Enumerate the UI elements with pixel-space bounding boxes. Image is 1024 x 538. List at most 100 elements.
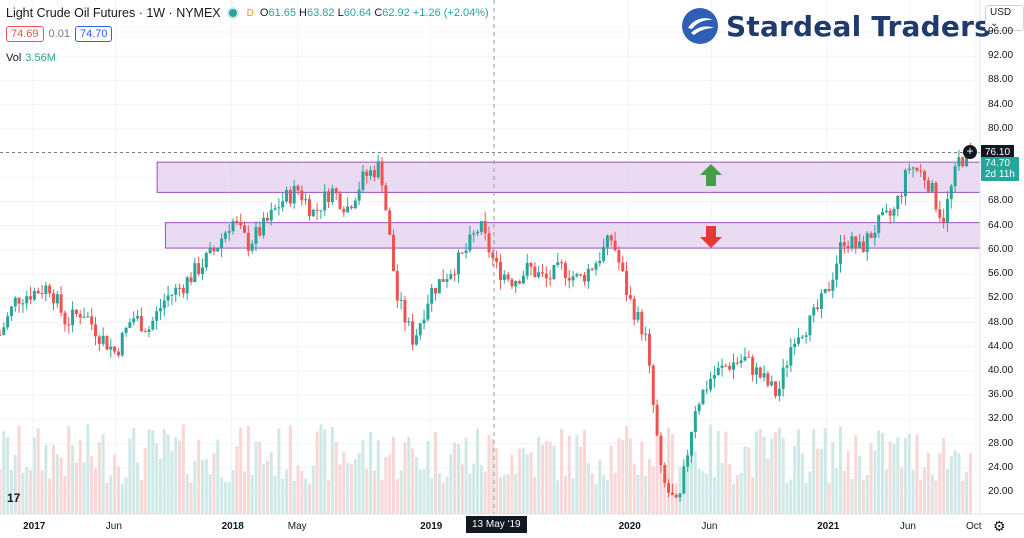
candle-body <box>296 185 300 191</box>
volume-bar <box>827 483 831 514</box>
sell-price-button[interactable]: 74.69 <box>6 26 44 42</box>
candle-body <box>136 316 140 319</box>
volume-bar <box>571 478 575 514</box>
candle-body <box>751 357 755 375</box>
candle-body <box>540 272 544 274</box>
price-axis-tick: 68.00 <box>988 195 1014 207</box>
candle-body <box>655 404 659 436</box>
resistance-zone[interactable] <box>156 161 981 193</box>
candle-body <box>827 288 831 291</box>
volume-bar <box>86 424 90 514</box>
candle-body <box>640 311 644 335</box>
volume-bar <box>147 429 151 514</box>
candle-body <box>842 242 846 247</box>
candle-body <box>903 170 907 197</box>
volume-bar <box>94 468 98 514</box>
volume-bar <box>464 437 468 514</box>
volume-bar <box>716 430 720 514</box>
candle-body <box>663 464 667 484</box>
volume-bar <box>426 440 430 514</box>
candle-body <box>605 235 609 248</box>
volume-bar <box>869 443 873 514</box>
price-axis-tick: 64.00 <box>988 219 1014 231</box>
candle-body <box>44 285 48 295</box>
plus-circle-icon[interactable]: + <box>963 145 977 159</box>
ohlc-values: O61.65 H63.82 L60.64 C62.92 +1.26 (+2.04… <box>259 7 489 19</box>
volume-bar <box>384 456 388 514</box>
candle-body <box>170 294 174 296</box>
candle-body <box>537 272 541 277</box>
volume-bar <box>418 469 422 514</box>
volume-bar <box>540 444 544 514</box>
volume-bar <box>556 480 560 514</box>
volume-bar <box>930 474 934 514</box>
high-value: 63.82 <box>307 7 335 19</box>
candle-body <box>376 161 380 178</box>
buy-price-button[interactable]: 74.70 <box>74 26 113 42</box>
candle-body <box>495 258 499 262</box>
candle-body <box>174 287 178 295</box>
volume-bar <box>644 475 648 514</box>
volume-bar <box>823 427 827 514</box>
volume-bar <box>407 436 411 514</box>
volume-bar <box>957 453 961 514</box>
volume-bar <box>281 478 285 514</box>
volume-bar <box>269 452 273 514</box>
candle-body <box>854 236 858 249</box>
candle-body <box>392 234 396 272</box>
volume-bar <box>586 462 590 514</box>
volume-bar <box>13 454 17 514</box>
candle-body <box>808 315 812 336</box>
volume-bar <box>483 471 487 514</box>
volume-bar <box>246 426 250 514</box>
candle-body <box>281 201 285 208</box>
candle-body <box>816 307 820 310</box>
candle-body <box>846 246 850 248</box>
volume-bar <box>689 454 693 514</box>
candle-body <box>90 316 94 325</box>
candle-body <box>464 250 468 253</box>
symbol-title[interactable]: Light Crude Oil Futures · 1W · NYMEX <box>6 6 221 20</box>
volume-bar <box>216 439 220 514</box>
volume-bar <box>697 468 701 514</box>
volume-bar <box>32 437 36 514</box>
candle-body <box>907 168 911 171</box>
time-axis-tick: 2018 <box>221 521 244 532</box>
candle-body <box>479 221 483 232</box>
volume-bar <box>124 477 128 514</box>
tradingview-logo-icon[interactable]: 17 <box>7 491 21 505</box>
price-axis-tick: 80.00 <box>988 122 1014 134</box>
candle-body <box>220 238 224 249</box>
volume-bar <box>865 474 869 514</box>
candle-body <box>36 290 40 294</box>
volume-bar <box>667 427 671 514</box>
candle-body <box>223 232 227 239</box>
volume-bar <box>647 458 651 514</box>
volume-bar <box>926 452 930 514</box>
volume-bar <box>548 441 552 514</box>
candle-body <box>74 309 78 314</box>
volume-bar <box>605 479 609 514</box>
candle-body <box>239 222 243 226</box>
support-zone[interactable] <box>164 222 981 249</box>
volume-bar <box>942 438 946 514</box>
gear-icon[interactable]: ⚙ <box>993 518 1006 534</box>
candle-body <box>40 293 44 295</box>
volume-bar <box>434 431 438 514</box>
candle-body <box>151 320 155 330</box>
volume-bar <box>903 438 907 514</box>
volume-bar <box>732 483 736 514</box>
time-axis-tick: 2020 <box>618 521 641 532</box>
candle-body <box>800 336 804 338</box>
candle-body <box>185 277 189 294</box>
candle-body <box>181 287 185 294</box>
currency-selector[interactable]: USD ⌄ <box>985 5 1024 31</box>
volume-bar <box>369 432 373 514</box>
chart-header: Light Crude Oil Futures · 1W · NYMEX D O… <box>6 6 489 20</box>
candle-body <box>838 242 842 264</box>
low-value: 60.64 <box>343 7 372 19</box>
candle-body <box>613 240 617 251</box>
volume-bar <box>307 483 311 514</box>
candle-body <box>548 278 552 280</box>
